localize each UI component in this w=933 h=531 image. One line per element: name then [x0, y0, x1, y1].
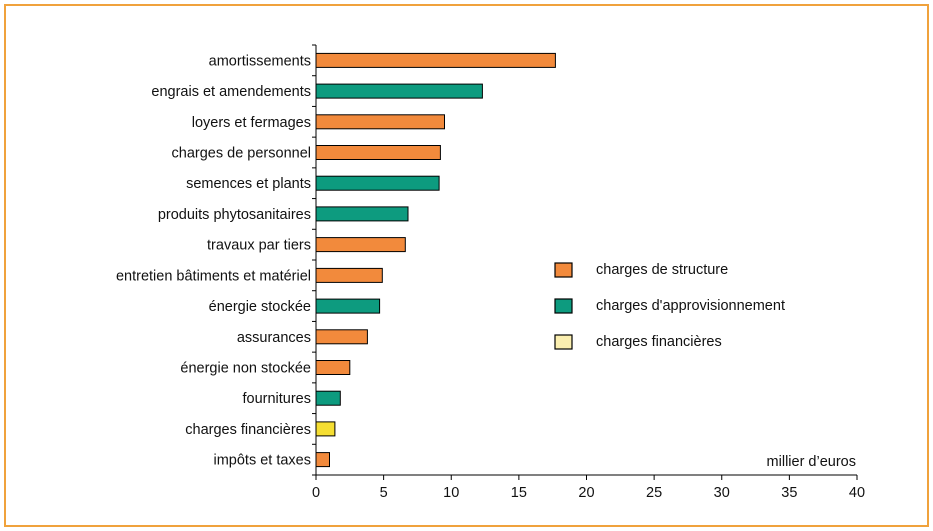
category-label: travaux par tiers [207, 238, 311, 254]
category-label: charges de personnel [172, 146, 311, 162]
bar-energie-stockee [315, 298, 381, 314]
bar-charges-financieres [315, 421, 336, 437]
category-label: semences et plants [186, 176, 311, 192]
legend-label: charges financières [596, 334, 722, 350]
category-label: assurances [237, 330, 311, 346]
legend-label: charges d'approvisionnement [596, 298, 785, 314]
x-tick-label: 15 [511, 485, 527, 501]
bar-travaux-par-tiers [315, 237, 406, 253]
x-tick-label: 0 [312, 485, 320, 501]
category-label: produits phytosanitaires [158, 207, 311, 223]
x-tick-label: 20 [578, 485, 594, 501]
x-tick-label: 35 [781, 485, 797, 501]
bar-produits-phytosanitaires [315, 206, 409, 222]
bar-charges-de-personnel [315, 145, 441, 160]
bar-loyers-et-fermages [315, 114, 445, 130]
x-tick-label: 5 [380, 485, 388, 501]
bar-semences-et-plants [315, 175, 440, 191]
category-label: énergie stockée [209, 299, 311, 315]
bar-impots-et-taxes [315, 452, 330, 468]
legend-swatch-charges-de-structure [554, 262, 573, 278]
bar-energie-non-stockee [315, 360, 351, 375]
unit-label: millier d’euros [767, 454, 856, 470]
bar-chart: 0 5 10 15 20 25 30 35 40 amortissements engrais e… [116, 44, 865, 501]
category-labels: amortissements engrais et amendements loye… [116, 53, 311, 468]
bar-engrais-et-amendements [315, 83, 483, 99]
category-label: charges financières [185, 422, 311, 438]
chart-frame: 0 5 10 15 20 25 30 35 40 amortissements engrais e… [4, 4, 929, 527]
category-label: engrais et amendements [151, 84, 311, 100]
legend-swatch-charges-financieres [554, 334, 573, 350]
category-label: fournitures [242, 391, 311, 407]
category-label: énergie non stockée [180, 361, 311, 377]
x-tick-label: 10 [443, 485, 459, 501]
axes-group: 0 5 10 15 20 25 30 35 40 [312, 44, 865, 501]
bars-group [315, 52, 556, 468]
x-tick-label: 25 [646, 485, 662, 501]
bar-amortissements [315, 52, 556, 68]
bar-entretien-batiments-et-materiel [315, 267, 383, 283]
x-tick-label: 30 [714, 485, 730, 501]
category-label: amortissements [209, 53, 311, 69]
category-label: entretien bâtiments et matériel [116, 268, 311, 284]
category-label: loyers et fermages [192, 115, 311, 131]
bar-assurances [315, 329, 368, 345]
category-label: impôts et taxes [213, 453, 311, 469]
legend-label: charges de structure [596, 262, 728, 278]
legend: charges de structure charges d'approvisio… [554, 262, 785, 350]
x-tick-label: 40 [849, 485, 865, 501]
legend-swatch-charges-d-approvisionnement [554, 298, 573, 314]
bar-fournitures [315, 390, 341, 406]
